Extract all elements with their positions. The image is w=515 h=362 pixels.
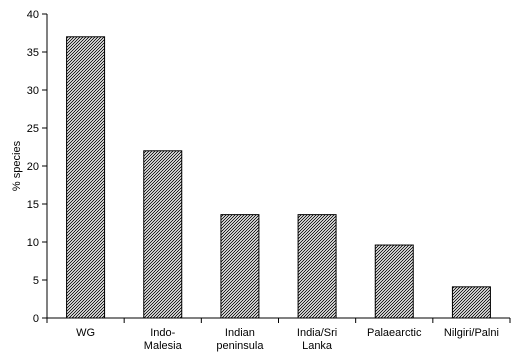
y-tick-label: 30: [27, 85, 39, 97]
x-category-label: Indo-Malesia: [144, 327, 183, 352]
bar-2: [220, 214, 260, 319]
y-tick-label: 40: [27, 9, 39, 21]
bar-4: [374, 244, 414, 319]
x-category-label: WG: [76, 327, 95, 339]
bar-1: [143, 150, 183, 319]
bar-5: [451, 286, 491, 319]
y-axis-label: % species: [11, 140, 23, 191]
bars-group: [66, 36, 491, 319]
y-tick-label: 15: [27, 199, 39, 211]
y-tick-label: 20: [27, 161, 39, 173]
y-tick-label: 35: [27, 47, 39, 59]
x-category-label: Indian peninsula: [216, 327, 264, 352]
bar-3: [297, 214, 337, 319]
bar-0: [66, 36, 106, 319]
y-tick-label: 25: [27, 123, 39, 135]
x-category-label: India/Sri Lanka: [297, 327, 337, 352]
axes-group: [46, 14, 511, 323]
x-category-label: Nilgiri/Palni: [444, 327, 499, 339]
y-ticks-group: 0 5 10 15 20 25 30 35 40: [27, 9, 47, 325]
y-tick-label: 5: [33, 275, 39, 287]
x-category-label: Palaearctic: [367, 327, 422, 339]
y-tick-label: 10: [27, 237, 39, 249]
x-labels-group: WG Indo-Malesia Indian peninsula India/Sri La…: [76, 327, 499, 352]
y-tick-label: 0: [33, 313, 39, 325]
